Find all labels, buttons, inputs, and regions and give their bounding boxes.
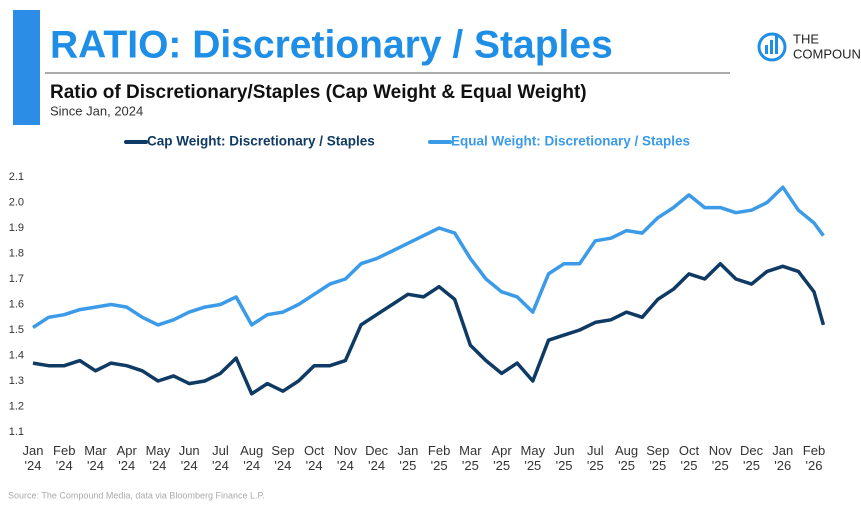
logo-icon	[757, 32, 787, 62]
logo-icon	[775, 36, 778, 54]
logo-text: THE	[793, 31, 819, 46]
accent-bar	[13, 10, 40, 125]
x-tick-label: Jul '24	[211, 443, 229, 473]
y-tick-label: 1.3	[9, 375, 24, 387]
x-tick-label: May '25	[520, 443, 546, 473]
logo: THE COMPOUND	[757, 31, 861, 62]
y-tick-label: 2.0	[9, 196, 24, 208]
x-tick-label: Aug '24	[240, 443, 264, 473]
x-tick-label: Feb '25	[427, 443, 451, 473]
y-tick-label: 2.1	[9, 171, 24, 183]
series-line	[32, 185, 825, 329]
x-tick-label: Mar '24	[84, 443, 107, 473]
legend-label: Equal Weight: Discretionary / Staples	[451, 134, 690, 149]
chart-subtitle: Since Jan, 2024	[50, 103, 143, 118]
x-tick-label: Feb '24	[53, 443, 76, 473]
x-tick-label: Dec '25	[739, 443, 764, 473]
x-tick-label: Nov '24	[333, 443, 357, 473]
x-tick-label: May '24	[145, 443, 171, 473]
x-tick-label: Jan '26	[772, 443, 794, 473]
y-tick-label: 1.7	[9, 273, 24, 285]
logo-icon	[765, 45, 768, 54]
y-tick-label: 1.6	[9, 298, 24, 310]
x-tick-label: Mar '25	[459, 443, 482, 473]
y-tick-label: 1.4	[9, 349, 24, 361]
x-tick-label: Dec '24	[365, 443, 389, 473]
y-tick-label: 1.1	[9, 426, 24, 438]
source-note: Source: The Compound Media, data via Blo…	[8, 490, 265, 500]
x-tick-label: Sep '24	[271, 443, 295, 473]
x-tick-label: Jul '25	[586, 443, 604, 473]
y-tick-label: 1.5	[9, 324, 24, 336]
x-tick-label: Nov '25	[708, 443, 732, 473]
x-tick-label: Apr '25	[491, 443, 512, 473]
x-tick-label: Apr '24	[116, 443, 137, 473]
chart-title: Ratio of Discretionary/Staples (Cap Weig…	[50, 82, 587, 103]
y-tick-label: 1.9	[9, 222, 24, 234]
series-line	[32, 261, 826, 396]
x-tick-label: Jun '24	[178, 443, 200, 473]
x-tick-label: Oct '25	[678, 443, 700, 473]
x-tick-label: Jan '25	[397, 443, 419, 473]
x-tick-label: Feb '26	[802, 443, 826, 473]
x-tick-label: Jun '25	[553, 443, 575, 473]
x-tick-label: Oct '24	[304, 443, 325, 473]
y-tick-label: 1.8	[9, 247, 24, 259]
logo-text: COMPOUND	[793, 46, 861, 61]
x-tick-label: Jan '24	[22, 443, 44, 473]
legend-label: Cap Weight: Discretionary / Staples	[147, 134, 375, 149]
y-tick-label: 1.2	[9, 400, 24, 412]
x-tick-label: Aug '25	[614, 443, 639, 473]
x-tick-label: Sep '25	[646, 443, 670, 473]
logo-icon	[770, 40, 773, 54]
page-title: RATIO: Discretionary / Staples	[50, 23, 613, 66]
